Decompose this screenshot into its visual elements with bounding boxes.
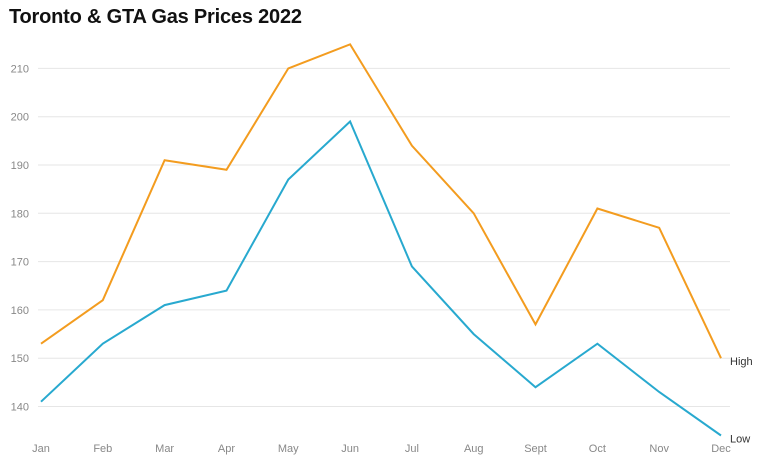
x-tick-label: Dec [711,443,731,455]
x-tick-label: Jan [32,443,50,455]
y-tick-label: 170 [11,257,29,269]
y-tick-label: 180 [11,208,29,220]
x-tick-label: Sept [524,443,547,455]
x-tick-label: Aug [464,443,484,455]
y-tick-label: 150 [11,353,29,365]
series-line-high [40,43,722,359]
x-tick-label: Oct [589,443,606,455]
y-tick-label: 140 [11,402,29,414]
x-axis-ticks: Jan Feb Mar Apr May Jun Jul Aug Sept Oct Nov Dec [32,443,731,455]
chart-title: Toronto & GTA Gas Prices 2022 [9,6,302,28]
x-tick-label: Mar [155,443,174,455]
series-labels: High Low [730,356,753,445]
series-label-low: Low [730,433,750,445]
series-label-high: High [730,356,753,368]
series-line-low [40,119,722,437]
series-lines [40,43,722,437]
y-tick-label: 210 [11,63,29,75]
x-tick-label: Nov [649,443,669,455]
gridlines [38,67,730,407]
y-axis-ticks: 140 150 160 170 180 190 200 210 [11,63,29,413]
x-tick-label: Jun [341,443,359,455]
y-tick-label: 190 [11,160,29,172]
x-tick-label: Apr [218,443,235,455]
x-tick-label: May [278,443,299,455]
y-tick-label: 160 [11,305,29,317]
x-tick-label: Jul [405,443,419,455]
y-tick-label: 200 [11,112,29,124]
x-tick-label: Feb [93,443,112,455]
